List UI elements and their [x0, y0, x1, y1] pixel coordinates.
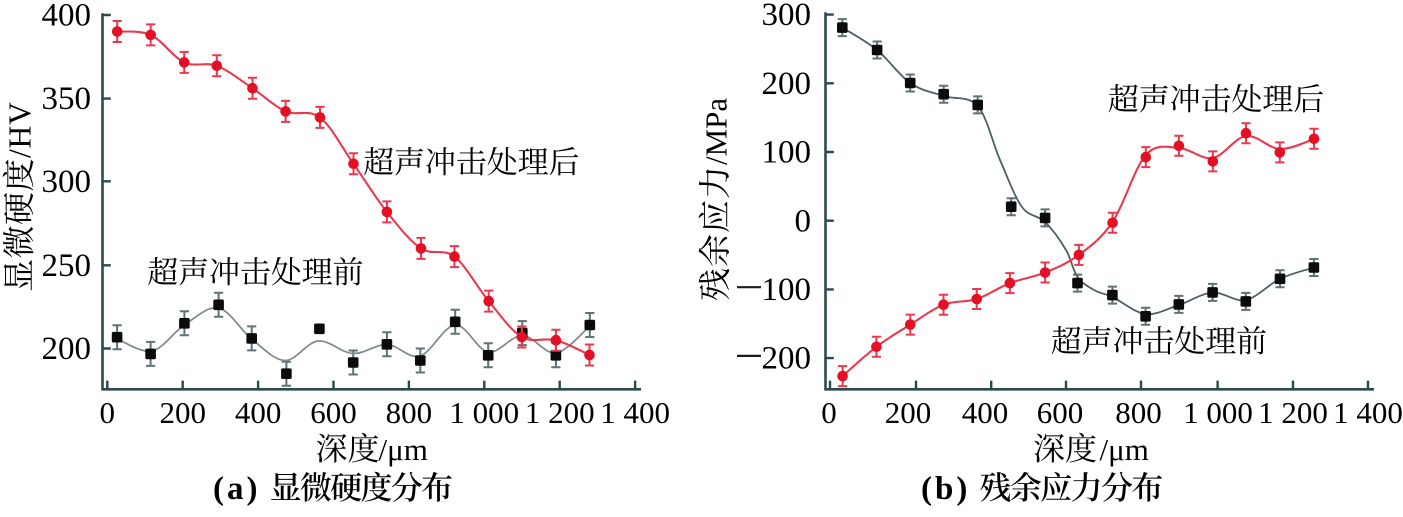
svg-text:400: 400 [42, 0, 92, 34]
svg-text:250: 250 [42, 248, 92, 284]
svg-text:0: 0 [100, 395, 116, 430]
svg-text:1 200: 1 200 [525, 395, 595, 430]
svg-text:1 400: 1 400 [1333, 395, 1403, 430]
svg-text:800: 800 [1115, 395, 1162, 430]
svg-text:200: 200 [42, 331, 92, 367]
svg-text:600: 600 [1037, 395, 1084, 430]
svg-text:100: 100 [762, 135, 812, 171]
svg-text:/μm: /μm [379, 432, 428, 467]
svg-text:/MPa: /MPa [699, 98, 734, 165]
svg-text:300: 300 [42, 164, 92, 200]
svg-text:(b): (b) [921, 471, 970, 507]
svg-text:400: 400 [962, 395, 1009, 430]
svg-text:200: 200 [885, 395, 932, 430]
svg-text:350: 350 [42, 81, 92, 117]
svg-text:1 200: 1 200 [1258, 395, 1328, 430]
svg-text:0: 0 [821, 395, 837, 430]
svg-text:(a): (a) [213, 471, 260, 507]
svg-text:/HV: /HV [3, 101, 38, 158]
svg-text:400: 400 [235, 395, 282, 430]
svg-text:1 000: 1 000 [1183, 395, 1253, 430]
svg-text:800: 800 [386, 395, 433, 430]
svg-text:200: 200 [762, 341, 812, 377]
svg-text:200: 200 [159, 395, 206, 430]
svg-text:100: 100 [762, 272, 812, 308]
svg-text:/μm: /μm [1100, 432, 1149, 467]
svg-text:1 000: 1 000 [449, 395, 519, 430]
svg-text:1 400: 1 400 [600, 395, 670, 430]
svg-text:200: 200 [762, 66, 812, 102]
svg-text:600: 600 [310, 395, 357, 430]
svg-text:300: 300 [762, 0, 812, 33]
svg-text:0: 0 [795, 203, 812, 239]
